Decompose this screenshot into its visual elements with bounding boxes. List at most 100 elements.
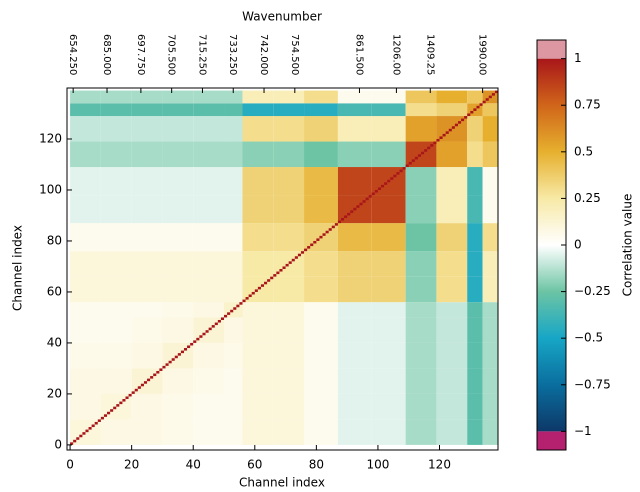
heatmap-cell <box>70 195 101 224</box>
diagonal-cell <box>427 146 431 150</box>
diagonal-cell <box>464 116 468 119</box>
top-tick-label: 742.000 <box>258 34 269 75</box>
heatmap-cell <box>337 368 372 394</box>
heatmap-cell <box>273 103 305 117</box>
diagonal-cell <box>128 393 132 397</box>
diagonal-cell <box>82 432 86 435</box>
heatmap-cell <box>242 223 274 252</box>
diagonal-cell <box>150 376 154 379</box>
top-tick-label: 1409.25 <box>424 34 435 75</box>
heatmap-cell <box>131 317 163 343</box>
heatmap-cell <box>224 116 243 142</box>
heatmap-cell <box>242 302 274 318</box>
heatmap-cell <box>273 317 305 343</box>
diagonal-cell <box>190 342 194 346</box>
heatmap-cell <box>70 342 101 369</box>
heatmap-cell <box>371 141 406 168</box>
chart-title: Wavenumber <box>242 10 322 24</box>
heatmap-cell <box>70 393 101 420</box>
diagonal-cell <box>396 172 400 175</box>
heatmap-cell <box>224 317 243 343</box>
heatmap-cell <box>100 276 132 303</box>
diagonal-cell <box>217 319 221 323</box>
diagonal-cell <box>479 103 483 106</box>
diagonal-cell <box>365 197 369 201</box>
diagonal-cell <box>457 121 462 124</box>
diagonal-cell <box>260 284 265 287</box>
y-tick-label: 80 <box>47 233 62 247</box>
heatmap-cell <box>224 251 243 277</box>
heatmap-cell <box>131 419 163 445</box>
heatmap-cell <box>371 317 406 343</box>
heatmap-cell <box>436 103 468 117</box>
diagonal-cell <box>122 399 126 402</box>
diagonal-cell <box>368 195 372 198</box>
heatmap-cell <box>482 342 498 369</box>
heatmap-cell <box>131 276 163 303</box>
heatmap-cell <box>242 342 274 369</box>
heatmap-cell <box>337 251 372 277</box>
diagonal-cell <box>113 406 117 410</box>
heatmap-cell <box>162 368 194 394</box>
diagonal-cell <box>248 294 252 298</box>
heatmap-cell <box>273 116 305 142</box>
heatmap-cell <box>162 90 194 104</box>
diagonal-cell <box>140 383 144 387</box>
diagonal-cell <box>264 281 268 285</box>
heatmap-cell <box>405 195 437 224</box>
diagonal-cell <box>393 174 397 178</box>
diagonal-cell <box>421 151 425 155</box>
heatmap-cell <box>273 141 305 168</box>
diagonal-cell <box>488 95 492 99</box>
heatmap-cell <box>162 167 194 196</box>
heatmap-cell <box>162 276 194 303</box>
x-tick-label: 120 <box>428 458 451 472</box>
heatmap-cell <box>193 368 225 394</box>
heatmap-cell <box>70 90 101 104</box>
diagonal-cell <box>177 353 181 356</box>
heatmap-cell <box>337 141 372 168</box>
heatmap-cell <box>100 368 132 394</box>
diagonal-cell <box>267 279 271 282</box>
diagonal-cell <box>384 182 388 185</box>
y-tick-label: 0 <box>54 437 62 451</box>
heatmap-cell <box>304 368 338 394</box>
diagonal-cell <box>285 263 289 267</box>
heatmap-cell <box>193 116 225 142</box>
diagonal-cell <box>220 317 225 320</box>
heatmap-cell <box>131 195 163 224</box>
heatmap-cell <box>224 393 243 420</box>
heatmap-cell <box>304 276 338 303</box>
diagonal-cell <box>482 100 486 104</box>
heatmap-cell <box>482 195 498 224</box>
heatmap-cell <box>405 276 437 303</box>
diagonal-cell <box>137 386 141 389</box>
heatmap-cell <box>337 90 372 104</box>
heatmap-cell <box>193 393 225 420</box>
heatmap-cell <box>100 141 132 168</box>
diagonal-cell <box>414 156 418 160</box>
heatmap-cell <box>371 90 406 104</box>
diagonal-cell <box>288 261 292 264</box>
diagonal-cell <box>85 429 89 433</box>
heatmap-cell <box>436 342 468 369</box>
heatmap-cell <box>162 251 194 277</box>
heatmap-cell <box>436 223 468 252</box>
diagonal-cell <box>187 345 191 349</box>
heatmap-cell <box>100 195 132 224</box>
diagonal-cell <box>162 365 166 369</box>
diagonal-cell <box>180 350 184 354</box>
heatmap-cell <box>242 251 274 277</box>
heatmap-cell <box>482 251 498 277</box>
diagonal-cell <box>313 240 317 244</box>
diagonal-cell <box>430 144 434 147</box>
diagonal-cell <box>304 248 308 252</box>
heatmap-cell <box>405 223 437 252</box>
diagonal-cell <box>107 411 111 415</box>
heatmap-cell <box>405 116 437 142</box>
heatmap-cell <box>70 103 101 117</box>
heatmap-cell <box>304 251 338 277</box>
diagonal-cell <box>377 187 382 190</box>
diagonal-cell <box>205 330 209 333</box>
